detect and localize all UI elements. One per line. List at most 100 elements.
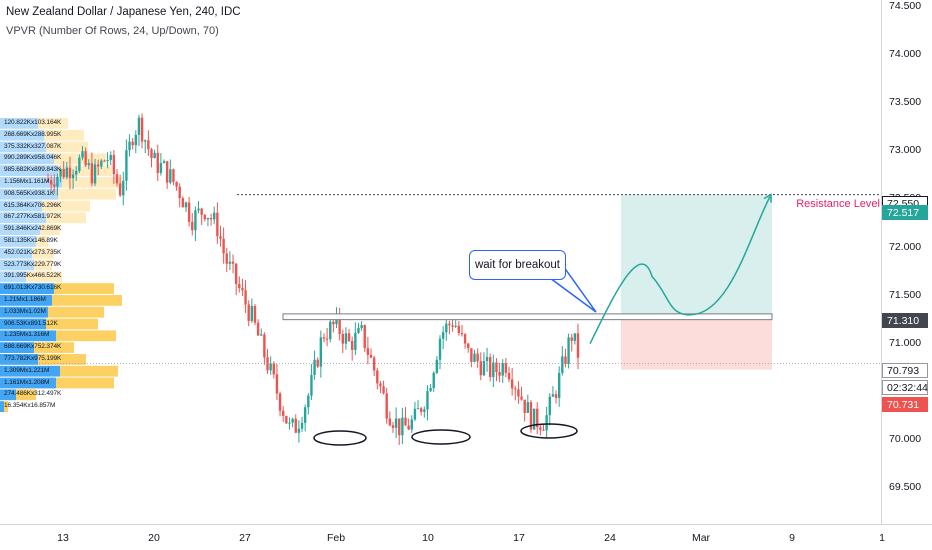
candle-body	[285, 416, 288, 424]
neckline-band	[282, 313, 773, 321]
candle-body	[498, 372, 501, 376]
vp-down-bar	[48, 306, 104, 318]
candle-body	[504, 363, 508, 373]
candle-body	[341, 333, 344, 344]
vp-row-label: 985.682Kx899.843K	[4, 166, 62, 174]
candle-body	[260, 334, 263, 336]
candle-body	[213, 212, 216, 220]
vp-row-label: 1.21Mx1.186M	[4, 296, 46, 303]
candle-body	[128, 141, 131, 151]
candle-body	[300, 422, 304, 429]
candle-body	[376, 370, 379, 384]
vp-up-bar	[0, 342, 34, 353]
candle-body	[360, 325, 363, 328]
candle-body	[539, 427, 542, 430]
price-tick: 73.000	[889, 144, 922, 157]
resistance-label: Resistance Level	[796, 198, 880, 210]
candle-body	[526, 402, 530, 413]
candle-body	[172, 169, 175, 182]
candle-body	[570, 337, 573, 341]
vp-down-bar	[60, 365, 118, 377]
candle-body	[191, 221, 194, 231]
candle-body	[517, 389, 520, 397]
candle-body	[545, 415, 548, 431]
candle-body	[410, 419, 413, 430]
candle-body	[187, 202, 191, 222]
vp-up-bar	[0, 236, 36, 247]
candle-body	[200, 208, 203, 215]
vp-row-label: 1.161Mx1.208M	[4, 378, 50, 386]
vp-row-label: 1.033Mx1.02M	[4, 307, 46, 315]
candle-body	[470, 348, 473, 362]
vp-down-bar	[34, 342, 74, 353]
candle-body	[561, 356, 564, 373]
candle-body	[269, 363, 272, 371]
candle-body	[451, 325, 454, 327]
candle-body	[429, 388, 432, 392]
candle-body	[216, 212, 219, 237]
candle-body	[542, 429, 545, 431]
time-tick: 13	[57, 532, 69, 544]
candle-body	[303, 407, 307, 423]
candle-body	[144, 140, 147, 142]
breakout-callout[interactable]: wait for breakout	[469, 250, 566, 280]
symbol-title[interactable]: New Zealand Dollar / Japanese Yen, 240, …	[6, 6, 241, 18]
candle-body	[454, 325, 457, 327]
candle-body	[181, 198, 185, 208]
candle-body	[46, 180, 50, 182]
candle-body	[282, 410, 285, 417]
candle-body	[369, 354, 373, 358]
candle-body	[56, 176, 59, 187]
candle-body	[162, 161, 166, 164]
candle-body	[247, 304, 250, 321]
candle-body	[476, 353, 479, 362]
vp-down-bar	[32, 247, 54, 259]
vp-row-label: 1.309Mx1.221M	[4, 366, 50, 374]
candle-body	[307, 395, 310, 408]
bottom-marker	[411, 429, 471, 445]
price-badge: 70.731	[882, 397, 928, 412]
vp-row-label: 591.846Kx242.869K	[4, 225, 62, 233]
candle-body	[344, 333, 348, 344]
vp-down-bar	[56, 377, 114, 389]
vp-down-bar	[38, 354, 86, 365]
candle-body	[313, 359, 316, 375]
vp-up-bar	[0, 188, 58, 200]
candle-body	[93, 164, 97, 184]
candle-body	[385, 393, 388, 419]
vp-up-bar	[0, 389, 16, 401]
candle-body	[485, 357, 489, 362]
price-axis-border	[881, 0, 882, 524]
candle-body	[228, 261, 232, 264]
candle-body	[391, 425, 395, 428]
time-tick: 9	[789, 532, 795, 544]
candle-body	[573, 333, 577, 341]
candle-body	[310, 374, 313, 396]
vp-row-label: 773.782Kx975.199K	[4, 355, 62, 362]
vp-up-bar	[0, 283, 54, 294]
candle-body	[332, 321, 335, 325]
price-tick: 71.000	[889, 336, 922, 349]
candle-body	[316, 359, 319, 367]
indicator-label[interactable]: VPVR (Number Of Rows, 24, Up/Down, 70)	[6, 25, 219, 37]
vp-row-label: 120.822Kx103.164K	[4, 119, 62, 126]
price-badge: 71.310	[882, 313, 928, 328]
candle-body	[510, 379, 514, 389]
candle-body	[394, 418, 398, 428]
candle-body	[288, 422, 291, 424]
candle-body	[147, 140, 150, 150]
time-tick: 10	[422, 532, 434, 544]
candle-body	[112, 155, 116, 175]
candle-body	[520, 396, 523, 400]
vp-row-label: 268.669Kx288.995K	[4, 130, 62, 138]
vp-row-label: 523.773Kx229.779K	[4, 260, 62, 268]
candle-body	[68, 167, 72, 179]
vp-down-bar	[38, 118, 68, 129]
candle-body	[398, 418, 401, 436]
candle-body	[219, 236, 222, 239]
candle-body	[325, 338, 329, 340]
projection-curve	[589, 196, 771, 345]
candle-body	[78, 157, 81, 172]
candle-body	[234, 263, 238, 284]
